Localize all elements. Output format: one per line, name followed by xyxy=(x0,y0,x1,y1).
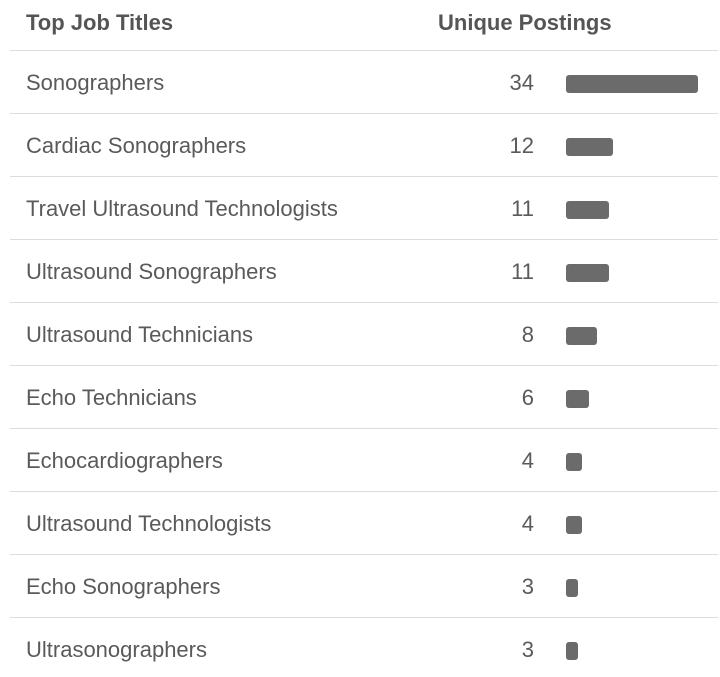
posting-count: 3 xyxy=(521,573,534,599)
job-title: Sonographers xyxy=(26,69,165,95)
job-title: Echocardiographers xyxy=(26,447,223,473)
job-title: Ultrasound Technologists xyxy=(26,510,272,536)
count-bar xyxy=(566,263,609,282)
count-bar xyxy=(566,326,598,345)
job-title: Travel Ultrasound Technologists xyxy=(26,195,338,221)
count-bar xyxy=(566,452,582,471)
job-title: Echo Sonographers xyxy=(26,573,221,599)
column-header: Top Job Titles xyxy=(26,10,174,35)
divider xyxy=(10,239,718,240)
divider xyxy=(10,365,718,366)
posting-count: 11 xyxy=(511,195,534,221)
job-title: Ultrasonographers xyxy=(26,636,207,662)
divider xyxy=(10,113,718,114)
posting-count: 8 xyxy=(521,321,534,347)
job-title: Ultrasound Sonographers xyxy=(26,258,277,284)
posting-count: 4 xyxy=(521,447,534,473)
count-bar xyxy=(566,137,613,156)
count-bar xyxy=(566,200,609,219)
posting-count: 34 xyxy=(509,69,534,95)
job-title: Ultrasound Technicians xyxy=(26,321,254,347)
divider xyxy=(10,428,718,429)
divider xyxy=(10,554,718,555)
posting-count: 6 xyxy=(521,384,534,410)
divider xyxy=(10,176,718,177)
count-bar xyxy=(566,578,578,597)
posting-count: 4 xyxy=(521,510,534,536)
posting-count: 11 xyxy=(511,258,534,284)
divider xyxy=(10,302,718,303)
job-title: Echo Technicians xyxy=(26,384,197,410)
count-bar xyxy=(566,515,582,534)
count-bar xyxy=(566,74,698,93)
divider xyxy=(10,617,718,618)
count-bar xyxy=(566,389,590,408)
count-bar xyxy=(566,641,578,660)
divider xyxy=(10,491,718,492)
posting-count: 12 xyxy=(509,132,534,158)
divider xyxy=(10,50,718,51)
job-title: Cardiac Sonographers xyxy=(26,132,247,158)
column-header: Unique Postings xyxy=(438,10,612,35)
posting-count: 3 xyxy=(521,636,534,662)
